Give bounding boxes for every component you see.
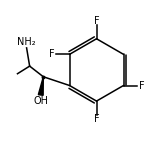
Text: F: F bbox=[94, 114, 99, 124]
Text: F: F bbox=[139, 81, 144, 90]
Text: F: F bbox=[49, 49, 54, 59]
Polygon shape bbox=[38, 77, 43, 95]
Text: F: F bbox=[94, 16, 99, 26]
Text: OH: OH bbox=[33, 96, 48, 106]
Text: NH₂: NH₂ bbox=[17, 37, 36, 47]
